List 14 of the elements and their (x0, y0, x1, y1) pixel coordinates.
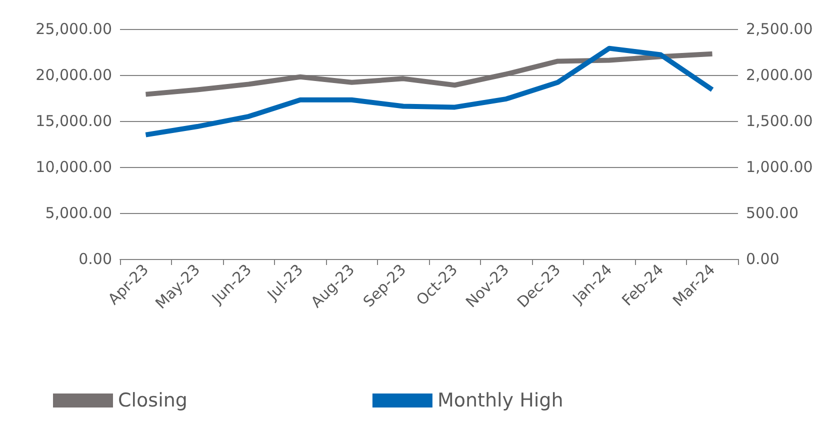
y-tick-label: 15,000.00 (36, 112, 112, 130)
y-tick-label: 10,000.00 (36, 158, 112, 176)
legend-label: Monthly High (437, 390, 564, 412)
y-tick-label: 25,000.00 (36, 20, 112, 38)
y-tick-label: 20,000.00 (36, 66, 112, 84)
y2-tick-label: 1,000.00 (746, 158, 813, 176)
y2-tick-label: 2,500.00 (746, 20, 813, 38)
y-tick-label: 5,000.00 (45, 204, 112, 222)
y2-tick-label: 0.00 (746, 250, 780, 268)
y2-tick-label: 1,500.00 (746, 112, 813, 130)
legend-label: Closing (118, 390, 188, 412)
y-tick-label: 0.00 (78, 250, 112, 268)
y2-tick-label: 2,000.00 (746, 66, 813, 84)
y2-tick-label: 500.00 (746, 204, 798, 222)
